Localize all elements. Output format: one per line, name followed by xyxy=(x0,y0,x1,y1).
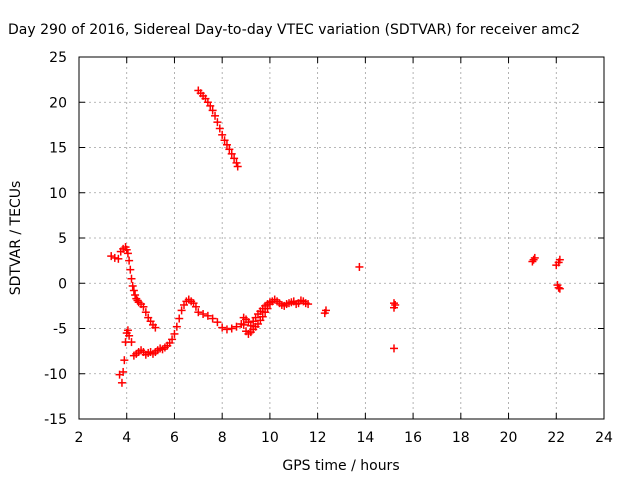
x-tick-label: 2 xyxy=(75,430,84,446)
data-point-arc-low xyxy=(218,323,227,332)
x-tick-label: 22 xyxy=(547,430,565,446)
data-point-arc-high xyxy=(232,158,241,167)
data-point-arc-low xyxy=(175,314,184,323)
data-point-arc-high xyxy=(213,118,222,127)
data-point-arc-mid-upper xyxy=(246,321,255,330)
y-axis-ticks: -15 -10 -5 0 5 10 15 20 25 xyxy=(44,50,604,428)
data-point-arc-low xyxy=(203,311,212,320)
data-point-arc-early xyxy=(123,249,132,258)
data-point-arc-high xyxy=(222,140,231,149)
y-tick-label: -10 xyxy=(44,367,67,383)
data-point-arc-mid-upper xyxy=(239,320,248,329)
data-point-arc-low xyxy=(125,331,134,340)
y-tick-label: 15 xyxy=(49,141,67,157)
data-point-arc-high xyxy=(225,145,234,154)
data-point-arc-mid-upper xyxy=(265,298,274,307)
data-point-isolated xyxy=(529,255,538,264)
data-point-arc-low xyxy=(194,308,203,317)
x-tick-label: 8 xyxy=(218,430,227,446)
data-point-arc-mid xyxy=(304,300,313,309)
y-tick-label: -15 xyxy=(44,412,67,428)
data-point-isolated xyxy=(321,306,330,315)
data-point-arc-early xyxy=(139,302,148,311)
data-point-arc-high xyxy=(233,162,242,171)
x-tick-label: 18 xyxy=(452,430,470,446)
x-tick-label: 20 xyxy=(500,430,518,446)
data-point-isolated xyxy=(555,255,564,264)
y-tick-label: 0 xyxy=(58,276,67,292)
data-point-arc-high xyxy=(208,106,217,115)
data-point-arc-high xyxy=(215,124,224,133)
data-point-arc-low xyxy=(119,367,128,376)
data-point-arc-early xyxy=(128,281,137,290)
x-axis-ticks: 2 4 6 8 10 12 14 16 18 20 22 24 xyxy=(75,57,613,446)
data-point-arc-low xyxy=(177,306,186,315)
data-point-arc-early xyxy=(127,274,136,283)
data-point-arc-low xyxy=(199,310,208,319)
data-point-arc-high xyxy=(220,136,229,145)
data-points xyxy=(107,86,564,387)
data-point-arc-low xyxy=(232,322,241,331)
x-tick-label: 16 xyxy=(404,430,422,446)
data-point-arc-low xyxy=(123,326,132,335)
data-point-arc-early xyxy=(131,291,140,300)
chart-title: Day 290 of 2016, Sidereal Day-to-day VTE… xyxy=(8,22,580,38)
data-point-arc-early xyxy=(110,253,119,262)
data-point-arc-low xyxy=(208,314,217,323)
y-tick-label: 10 xyxy=(49,186,67,202)
x-tick-label: 6 xyxy=(170,430,179,446)
data-point-isolated xyxy=(355,262,364,271)
data-point-arc-early xyxy=(141,308,150,317)
data-point-arc-high xyxy=(218,130,227,139)
x-tick-label: 24 xyxy=(595,430,613,446)
data-point-arc-high xyxy=(230,154,239,163)
data-point-arc-high xyxy=(211,111,220,120)
data-point-arc-low xyxy=(172,322,181,331)
y-tick-label: 20 xyxy=(49,95,67,111)
data-point-isolated xyxy=(555,284,564,293)
grid xyxy=(79,57,604,419)
data-point-arc-low xyxy=(227,324,236,333)
y-axis-label: SDTVAR / TECUs xyxy=(8,181,24,296)
data-point-arc-early xyxy=(129,286,138,295)
data-point-arc-low xyxy=(120,356,129,365)
data-point-arc-low xyxy=(168,335,177,344)
data-point-arc-low xyxy=(117,378,126,387)
data-point-arc-low xyxy=(170,329,179,338)
data-point-arc-early xyxy=(133,296,142,305)
data-point-arc-low xyxy=(222,325,231,334)
data-point-isolated xyxy=(530,253,539,262)
data-point-arc-low xyxy=(213,318,222,327)
data-point-arc-early xyxy=(122,245,131,254)
data-point-isolated xyxy=(391,300,400,309)
data-point-arc-high xyxy=(227,149,236,158)
x-tick-label: 10 xyxy=(261,430,279,446)
data-point-arc-early xyxy=(114,254,123,263)
y-tick-label: 5 xyxy=(58,231,67,247)
data-point-arc-early xyxy=(125,256,134,265)
data-point-arc-early xyxy=(126,265,135,274)
x-tick-label: 12 xyxy=(309,430,327,446)
x-axis-label: GPS time / hours xyxy=(282,458,399,474)
y-tick-label: -5 xyxy=(53,322,67,338)
x-tick-label: 14 xyxy=(356,430,374,446)
y-tick-label: 25 xyxy=(49,50,67,66)
data-point-arc-low xyxy=(127,338,136,347)
x-tick-label: 4 xyxy=(122,430,131,446)
data-point-isolated xyxy=(554,283,563,292)
data-point-arc-low xyxy=(191,302,200,311)
data-point-arc-mid xyxy=(258,312,267,321)
data-point-arc-high xyxy=(206,101,215,110)
data-point-isolated xyxy=(390,344,398,353)
data-point-arc-early xyxy=(151,323,160,332)
data-point-arc-early xyxy=(107,252,116,261)
plot-frame xyxy=(78,56,605,420)
